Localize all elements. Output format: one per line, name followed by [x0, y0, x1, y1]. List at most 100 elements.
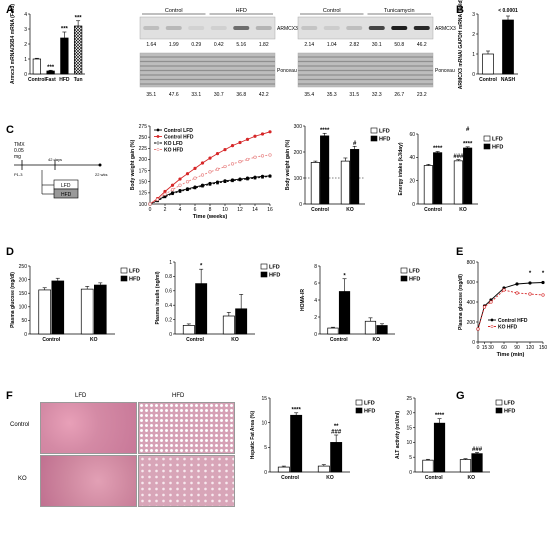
- y-tick-label-G-4: 20: [406, 411, 412, 417]
- y-tick-label-D2-5: 1: [169, 260, 172, 266]
- extra-sig-C3: #: [466, 127, 470, 133]
- sig-C2-1-1: #: [353, 141, 357, 147]
- y-tick-label-F-2: 10: [261, 420, 267, 426]
- y-tick-label-G-0: 0: [409, 470, 412, 476]
- bar-G-lfd-0: [422, 459, 434, 473]
- y-tick-label-D1-1: 50: [21, 318, 27, 324]
- point-C1-1-9: [215, 152, 220, 156]
- bar-D3-hfd-1: [376, 325, 388, 335]
- x-tick-label-C3-0: Control: [424, 207, 442, 213]
- x-tick-label-C1-2: 4: [179, 207, 182, 213]
- y-tick-label-E-1: 200: [467, 320, 476, 326]
- x-tick-label-C1-5: 10: [222, 207, 228, 213]
- x-tick-label-E-1: 15: [482, 345, 488, 351]
- point-C1-2-10: [223, 180, 227, 184]
- point-C1-1-15: [260, 132, 265, 136]
- sig-C3-0-1: ###: [453, 154, 464, 160]
- panel-label-b: B: [456, 4, 464, 16]
- point-E-0-6: [541, 280, 545, 285]
- y-tick-label-C1-0: 100: [139, 202, 148, 208]
- y-tick-label-F-1: 5: [264, 445, 267, 451]
- blot-ponceau-value-left-3: 30.7: [214, 92, 224, 98]
- legend-label-D3-1: HFD: [409, 277, 420, 283]
- schema-box-hfd: HFD: [61, 192, 72, 198]
- y-tick-label-D1-3: 150: [19, 291, 28, 297]
- bar-D1-hfd-0: [51, 280, 65, 335]
- blot-band-value-right-4: 50.8: [394, 42, 404, 48]
- blot-band-panel-left: [139, 16, 276, 40]
- legend-swatch-D3-0: [400, 267, 408, 274]
- blot-ponceau-value-left-4: 36.8: [236, 92, 246, 98]
- series-line-C1-2: [149, 175, 271, 205]
- point-C1-2-8: [208, 183, 212, 186]
- y-axis-label-C1: Body weight gain (%): [130, 139, 136, 190]
- y-tick-label-D1-2: 100: [19, 305, 28, 311]
- point-E-1-5: [528, 292, 532, 296]
- bar-G-hfd-0: [433, 422, 446, 473]
- histology-control-hfd: [138, 402, 235, 454]
- legend-label-E-1: KO HFD: [498, 324, 518, 330]
- blot-band-right-5: [413, 26, 430, 30]
- bar-D2-hfd-0: [195, 283, 208, 335]
- y-tick-label-C1-5: 225: [139, 146, 148, 152]
- point-C1-2-14: [253, 176, 257, 180]
- y-axis-label-C2: Body weight gain (%): [285, 139, 291, 190]
- point-C1-1-13: [245, 137, 250, 141]
- legend-label-C1-2: KO LFD: [164, 141, 183, 147]
- blot-band-value-left-1: 1.99: [169, 42, 179, 48]
- legend-marker-C1-3: [156, 148, 160, 151]
- y-tick-label-G-5: 25: [406, 396, 412, 402]
- y-tick-label-D1-5: 250: [19, 264, 28, 270]
- x-tick-label-C1-8: 16: [267, 207, 273, 213]
- y-tick-label-C2-1: 100: [294, 176, 303, 182]
- legend-marker-C1-2: [156, 141, 160, 145]
- blot-band-left-3: [210, 26, 227, 30]
- x-tick-label-F-0: Control: [281, 475, 299, 481]
- blot-band-left-4: [233, 26, 250, 30]
- legend-swatch-C2-0: [370, 127, 378, 134]
- y-tick-label-A-3: 3: [24, 27, 27, 33]
- y-tick-label-E-3: 600: [467, 280, 476, 286]
- histo-row-ko: KO: [18, 476, 27, 482]
- point-E-0-4: [515, 282, 519, 286]
- point-C1-2-13: [246, 177, 249, 181]
- legend-label-C2-0: LFD: [379, 129, 390, 135]
- blot-header-right-0: Control: [323, 8, 341, 14]
- bar-C2-lfd-1: [340, 160, 350, 205]
- y-tick-label-D3-2: 4: [314, 298, 317, 304]
- y-tick-label-D2-3: 0.6: [165, 289, 172, 295]
- legend-label-D2-1: HFD: [269, 273, 280, 279]
- point-E-1-2: [489, 300, 493, 304]
- legend-label-C1-3: KO HFD: [164, 147, 184, 153]
- bar-C2-lfd-0: [310, 162, 320, 205]
- blot-band-right-3: [368, 26, 385, 30]
- blot-band-value-left-5: 1.82: [259, 42, 269, 48]
- x-tick-label-A-2: HFD: [59, 77, 70, 83]
- point-C1-1-4: [178, 177, 182, 181]
- bar-D3-hfd-0: [338, 291, 351, 335]
- point-E-1-4: [515, 291, 519, 295]
- sig-A-1: ***: [47, 65, 55, 71]
- y-tick-label-D2-4: 0.8: [165, 274, 172, 280]
- y-tick-label-C2-3: 300: [294, 124, 303, 130]
- point-C1-3-4: [178, 183, 182, 187]
- blot-band-panel-right: [297, 16, 434, 40]
- x-tick-label-D3-1: KO: [373, 337, 381, 343]
- x-tick-label-A-0: Control: [28, 77, 46, 83]
- y-axis-label-D2: Plasma insulin (ng/ml): [155, 271, 161, 324]
- point-C1-1-14: [253, 134, 257, 138]
- y-tick-label-C3-3: 60: [409, 132, 415, 138]
- y-tick-label-D2-0: 0: [169, 332, 172, 338]
- legend-label-F-0: LFD: [364, 401, 375, 407]
- point-C1-3-0: [148, 202, 152, 206]
- bar-F-hfd-0: [290, 414, 303, 473]
- histology-control-lfd: [40, 402, 137, 454]
- x-tick-label-C1-1: 2: [164, 207, 167, 213]
- point-C1-3-13: [245, 157, 250, 162]
- point-C1-3-5: [185, 180, 190, 184]
- y-tick-label-D2-2: 0.4: [165, 303, 172, 309]
- bar-C3-hfd-1: [463, 147, 473, 205]
- x-tick-label-D2-1: KO: [231, 337, 239, 343]
- legend-swatch-D2-0: [260, 263, 268, 270]
- point-C1-2-9: [216, 181, 219, 185]
